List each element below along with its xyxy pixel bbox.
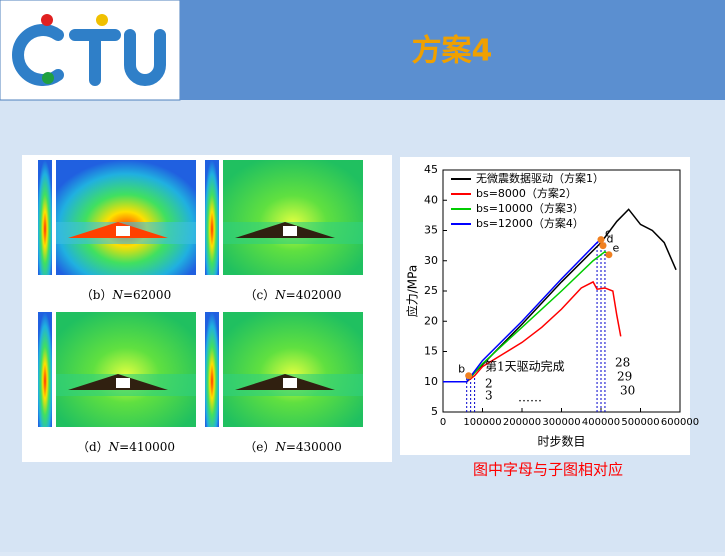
legend-label: 无微震数据驱动（方案1） xyxy=(476,171,604,185)
figure-caption: （c）N=402000 xyxy=(244,288,341,302)
caption-tag: （e） xyxy=(244,440,275,454)
point-marker xyxy=(605,251,613,259)
annotation: 29 xyxy=(617,370,632,384)
point-label: e xyxy=(613,242,620,255)
caption-value: =430000 xyxy=(286,440,342,454)
annotation: 28 xyxy=(615,356,630,370)
annotation: …… xyxy=(518,391,542,405)
caption-var: N xyxy=(274,288,286,302)
opening xyxy=(116,378,130,388)
logo xyxy=(12,14,166,86)
y-axis-label: 应力/MPa xyxy=(405,265,420,317)
contour-image xyxy=(56,160,196,275)
chart: 0 100000 200000 300000 400000 500000 600000 5 10… xyxy=(405,163,700,479)
annotation: 第1天驱动完成 xyxy=(485,359,565,374)
x-tick-label: 0 xyxy=(440,417,446,428)
contour-image xyxy=(56,312,196,427)
contour-image xyxy=(223,312,363,427)
caption-var: N xyxy=(111,288,123,302)
series-line xyxy=(443,238,602,383)
point-label: b xyxy=(458,363,465,376)
caption-value: =62000 xyxy=(123,288,171,302)
colorbar xyxy=(205,160,219,275)
caption-tag: （b） xyxy=(81,288,113,302)
chart-caption: 图中字母与子图相对应 xyxy=(473,461,623,479)
figure-grid: （b）N=62000 （c）N=402000（d）N=410000 （e）N=430… xyxy=(38,160,363,454)
x-tick-label: 300000 xyxy=(542,417,580,428)
opening xyxy=(283,226,297,236)
annotation: 30 xyxy=(620,384,635,398)
opening xyxy=(116,226,130,236)
y-tick-label: 30 xyxy=(424,254,438,267)
caption-value: =402000 xyxy=(286,288,342,302)
slide-title: 方案4 xyxy=(412,34,493,69)
point-label: d xyxy=(606,233,613,246)
y-tick-label: 45 xyxy=(424,163,438,176)
y-tick-label: 25 xyxy=(424,284,438,297)
x-tick-label: 100000 xyxy=(463,417,501,428)
y-tick-label: 10 xyxy=(424,375,438,388)
caption-value: =410000 xyxy=(119,440,175,454)
title-banner xyxy=(180,0,725,100)
colorbar xyxy=(38,160,52,275)
colorbar xyxy=(38,312,52,427)
annotation: 3 xyxy=(485,389,493,403)
y-tick-label: 15 xyxy=(424,345,438,358)
series-line xyxy=(443,280,622,383)
figure-caption: （b）N=62000 xyxy=(81,288,171,302)
y-tick-label: 40 xyxy=(424,193,438,206)
opening xyxy=(283,378,297,388)
contour-image xyxy=(223,160,363,275)
point-marker xyxy=(599,242,607,250)
legend-label: bs=8000（方案2） xyxy=(476,186,577,200)
point-marker xyxy=(597,236,605,244)
x-axis-label: 时步数目 xyxy=(537,434,585,449)
colorbar xyxy=(205,312,219,427)
x-tick-label: 600000 xyxy=(661,417,699,428)
x-tick-label: 500000 xyxy=(621,417,659,428)
figure-caption: （d）N=410000 xyxy=(77,440,175,454)
caption-tag: （d） xyxy=(77,440,109,454)
annotation: 2 xyxy=(485,377,493,391)
caption-var: N xyxy=(274,440,286,454)
y-tick-label: 5 xyxy=(431,405,438,418)
figure-caption: （e）N=430000 xyxy=(244,440,341,454)
y-tick-label: 35 xyxy=(424,224,438,237)
legend-label: bs=12000（方案4） xyxy=(476,216,584,230)
x-tick-label: 200000 xyxy=(503,417,541,428)
caption-tag: （c） xyxy=(244,288,275,302)
point-label: c xyxy=(605,227,611,240)
point-marker xyxy=(465,372,473,380)
legend-label: bs=10000（方案3） xyxy=(476,201,584,215)
y-tick-label: 20 xyxy=(424,314,438,327)
x-tick-label: 400000 xyxy=(582,417,620,428)
caption-var: N xyxy=(108,440,120,454)
